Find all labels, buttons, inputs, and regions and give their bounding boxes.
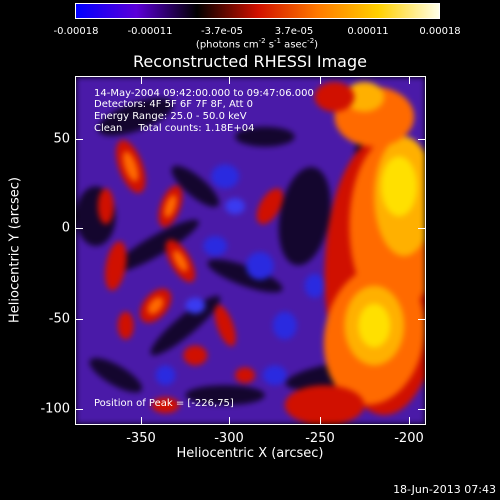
plot-title: Reconstructed RHESSI Image: [133, 52, 367, 71]
x-tick-label: -200: [394, 431, 424, 446]
tick-mark: [320, 76, 321, 84]
colorbar-tick-label: 0.00011: [347, 26, 389, 37]
x-tick-label: -250: [305, 431, 335, 446]
tick-mark: [229, 417, 230, 425]
colorbar: [75, 3, 440, 19]
colorbar-tick-label: -0.00018: [53, 26, 99, 37]
tick-mark: [75, 139, 83, 140]
detectors-text: Detectors: 4F 5F 6F 7F 8F, Att 0: [94, 99, 254, 110]
x-tick-label: -300: [214, 431, 244, 446]
heatmap-image: [76, 77, 425, 424]
y-tick-label: 50: [53, 131, 70, 147]
tick-mark: [409, 417, 410, 425]
tick-mark: [409, 76, 410, 84]
colorbar-units: (photons cm-2 s-1 asec-2): [195, 37, 319, 51]
colorbar-tick-label: -0.00011: [127, 26, 173, 37]
clean-counts-text: Clean Total counts: 1.18E+04: [94, 123, 255, 134]
image-plot-area: [75, 76, 426, 425]
tick-mark: [320, 417, 321, 425]
y-tick-label: -50: [48, 311, 70, 327]
tick-mark: [141, 417, 142, 425]
y-axis-label: Heliocentric Y (arcsec): [7, 177, 23, 323]
tick-mark: [418, 409, 426, 410]
tick-mark: [75, 409, 83, 410]
colorbar-tick-label: -3.7e-05: [201, 26, 243, 37]
colorbar-tick-label: 0.00018: [419, 26, 461, 37]
y-tick-label: 0: [61, 220, 70, 236]
peak-position-text: Position of Peak = [-226,75]: [94, 398, 234, 409]
timestamp: 18-Jun-2013 07:43: [393, 483, 496, 496]
tick-mark: [75, 319, 83, 320]
tick-mark: [229, 76, 230, 84]
x-axis-label: Heliocentric X (arcsec): [176, 446, 324, 461]
tick-mark: [418, 139, 426, 140]
tick-mark: [75, 228, 83, 229]
x-tick-label: -350: [126, 431, 156, 446]
tick-mark: [418, 228, 426, 229]
tick-mark: [418, 319, 426, 320]
colorbar-tick-label: 3.7e-05: [274, 26, 314, 37]
tick-mark: [141, 76, 142, 84]
time-range-text: 14-May-2004 09:42:00.000 to 09:47:06.000: [94, 88, 314, 99]
y-tick-label: -100: [40, 401, 70, 417]
energy-range-text: Energy Range: 25.0 - 50.0 keV: [94, 111, 247, 122]
